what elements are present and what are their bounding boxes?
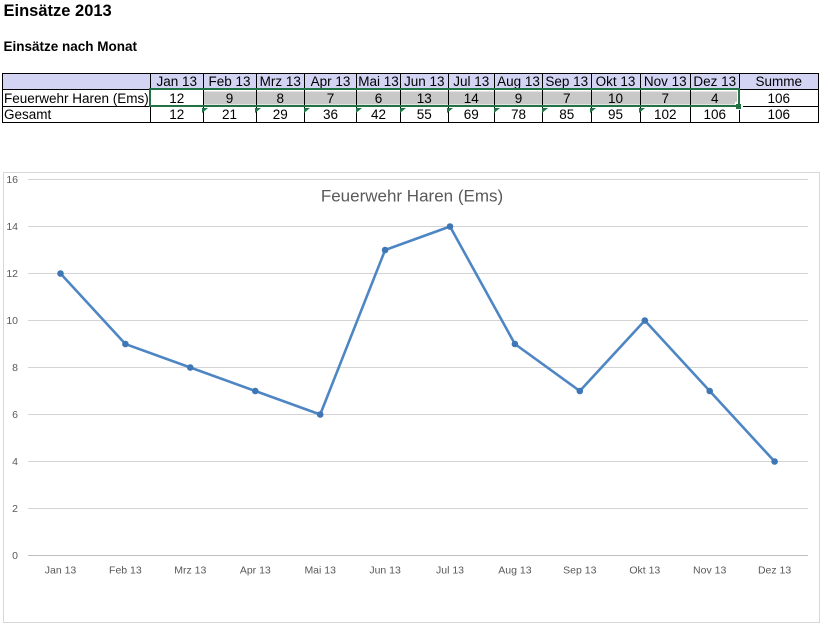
svg-text:Okt 13: Okt 13: [629, 565, 660, 577]
svg-text:Dez 13: Dez 13: [758, 565, 791, 577]
svg-text:Nov 13: Nov 13: [693, 565, 726, 577]
svg-text:Jul 13: Jul 13: [436, 565, 464, 577]
svg-text:6: 6: [12, 409, 18, 421]
svg-text:Feuerwehr Haren (Ems): Feuerwehr Haren (Ems): [321, 187, 503, 206]
svg-text:Apr 13: Apr 13: [240, 565, 271, 577]
svg-text:16: 16: [6, 174, 18, 186]
svg-text:Mrz 13: Mrz 13: [174, 565, 206, 577]
svg-text:4: 4: [12, 456, 18, 468]
svg-text:8: 8: [12, 362, 18, 374]
svg-text:Mai 13: Mai 13: [304, 565, 336, 577]
svg-text:14: 14: [6, 221, 18, 233]
svg-text:10: 10: [6, 315, 18, 327]
svg-text:Feb 13: Feb 13: [109, 565, 142, 577]
svg-text:Sep 13: Sep 13: [563, 565, 596, 577]
svg-text:12: 12: [6, 268, 18, 280]
svg-text:Jan 13: Jan 13: [45, 565, 77, 577]
svg-text:Aug 13: Aug 13: [498, 565, 531, 577]
svg-text:0: 0: [12, 550, 18, 562]
svg-text:2: 2: [12, 503, 18, 515]
svg-text:Jun 13: Jun 13: [369, 565, 401, 577]
